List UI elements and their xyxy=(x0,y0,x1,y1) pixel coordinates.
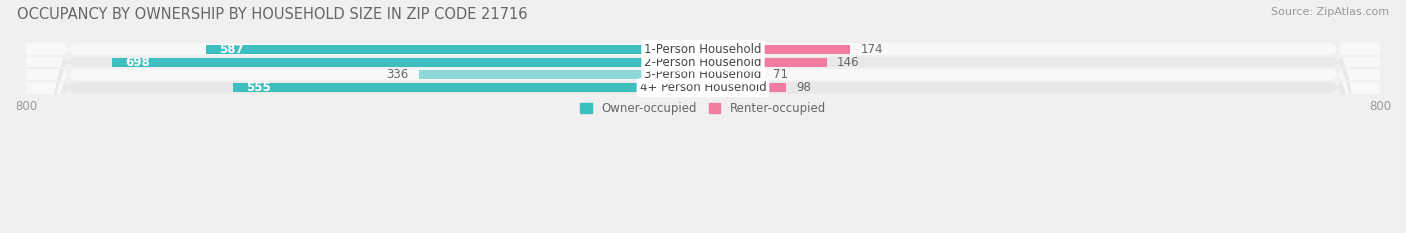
FancyBboxPatch shape xyxy=(27,0,1379,233)
Text: 3-Person Household: 3-Person Household xyxy=(644,68,762,81)
Text: Source: ZipAtlas.com: Source: ZipAtlas.com xyxy=(1271,7,1389,17)
Text: 698: 698 xyxy=(125,56,150,69)
Text: 587: 587 xyxy=(219,43,243,56)
Bar xyxy=(207,45,703,54)
Bar xyxy=(703,58,827,67)
Text: 2-Person Household: 2-Person Household xyxy=(644,56,762,69)
Legend: Owner-occupied, Renter-occupied: Owner-occupied, Renter-occupied xyxy=(575,97,831,120)
FancyBboxPatch shape xyxy=(27,0,1379,233)
Text: 98: 98 xyxy=(796,81,811,94)
Text: OCCUPANCY BY OWNERSHIP BY HOUSEHOLD SIZE IN ZIP CODE 21716: OCCUPANCY BY OWNERSHIP BY HOUSEHOLD SIZE… xyxy=(17,7,527,22)
Bar xyxy=(419,70,703,79)
Text: 336: 336 xyxy=(387,68,409,81)
Text: 174: 174 xyxy=(860,43,883,56)
Bar xyxy=(112,58,703,67)
FancyBboxPatch shape xyxy=(27,0,1379,233)
FancyBboxPatch shape xyxy=(27,0,1379,233)
Bar xyxy=(233,83,703,92)
Bar xyxy=(703,83,786,92)
Text: 71: 71 xyxy=(773,68,789,81)
Text: 4+ Person Household: 4+ Person Household xyxy=(640,81,766,94)
Text: 555: 555 xyxy=(246,81,271,94)
Bar xyxy=(703,70,763,79)
Bar xyxy=(703,45,851,54)
Text: 146: 146 xyxy=(837,56,859,69)
Text: 1-Person Household: 1-Person Household xyxy=(644,43,762,56)
